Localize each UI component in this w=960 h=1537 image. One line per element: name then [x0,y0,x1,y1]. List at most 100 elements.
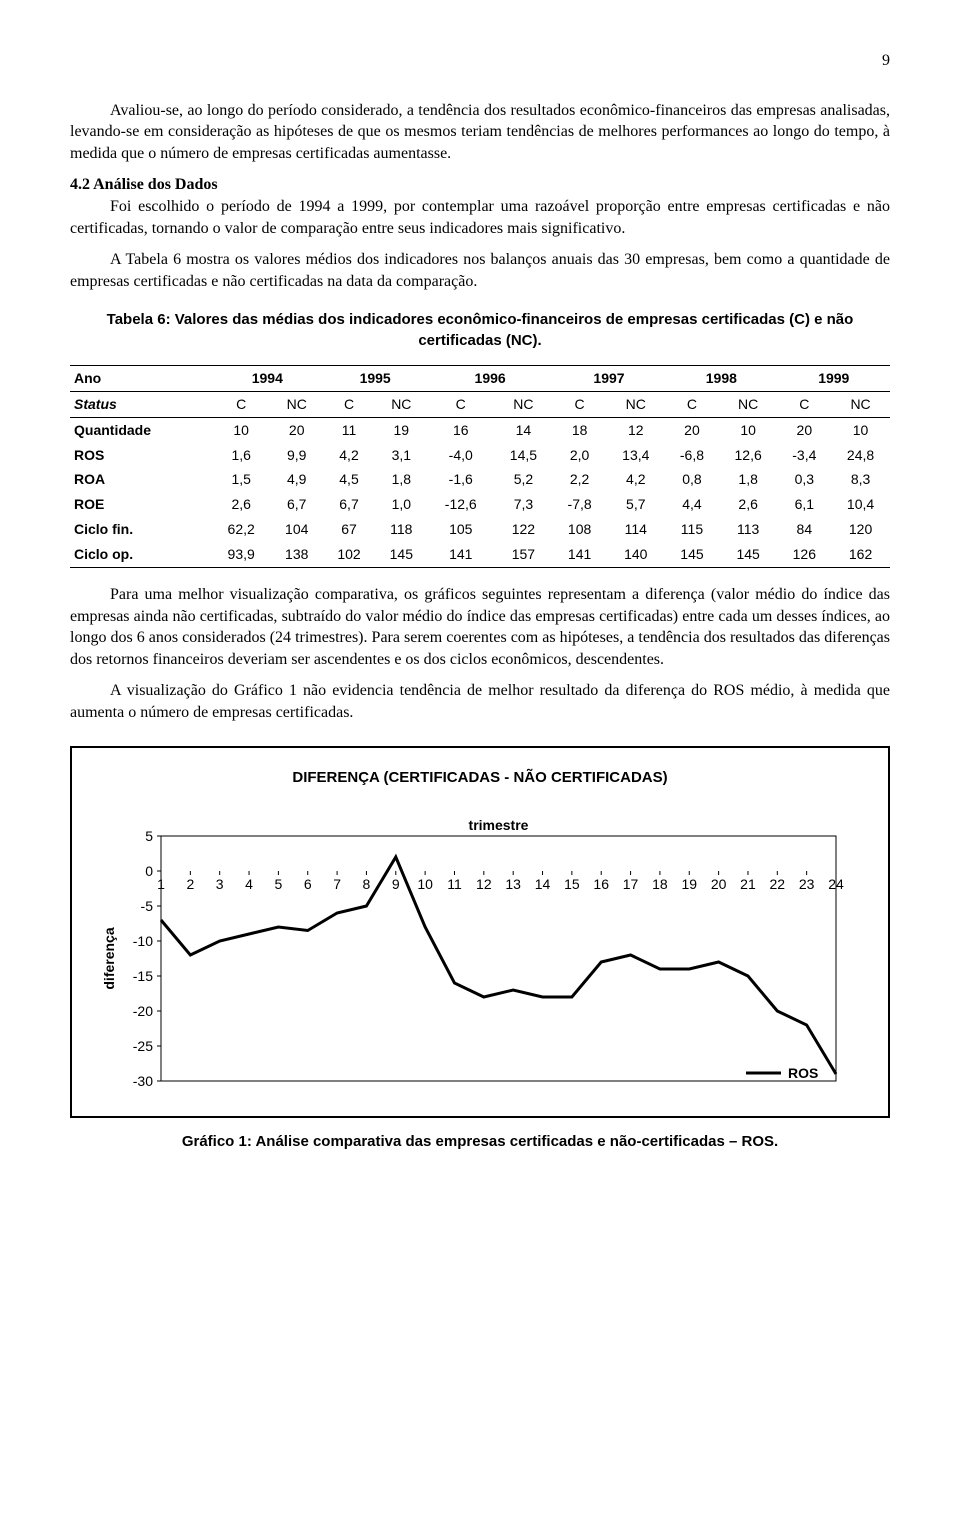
figure-caption: Gráfico 1: Análise comparativa das empre… [70,1132,890,1152]
table-cell: 2,2 [553,467,607,492]
table-row-status: Status C NC C NC C NC C NC C NC C NC [70,391,890,417]
table-caption: Tabela 6: Valores das médias dos indicad… [70,310,890,351]
table-cell: 20 [778,417,832,442]
svg-text:ROS: ROS [788,1065,818,1081]
status-col: C [323,391,375,417]
table-cell: 138 [271,542,323,567]
svg-text:16: 16 [593,876,609,892]
table-cell: 6,1 [778,492,832,517]
status-col: C [553,391,607,417]
chart-svg: 50-5-10-15-20-25-30123456789101112131415… [96,806,856,1106]
table-cell: 12,6 [719,443,778,468]
status-col: C [665,391,719,417]
table-cell: 11 [323,417,375,442]
table-cell: 20 [665,417,719,442]
svg-text:0: 0 [145,863,153,879]
year-1995: 1995 [323,365,428,391]
table-row: ROE2,66,76,71,0-12,67,3-7,85,74,42,66,11… [70,492,890,517]
status-col: C [212,391,271,417]
table-cell: 102 [323,542,375,567]
row-label: Ciclo fin. [70,517,212,542]
table-row: Ciclo op.93,9138102145141157141140145145… [70,542,890,567]
row-label: Quantidade [70,417,212,442]
page-number: 9 [70,50,890,72]
table-6: Ano 1994 1995 1996 1997 1998 1999 Status… [70,365,890,568]
table-cell: 5,2 [494,467,553,492]
status-col: NC [606,391,665,417]
table-cell: 4,9 [271,467,323,492]
svg-text:22: 22 [770,876,786,892]
table-cell: -12,6 [427,492,494,517]
table-cell: 2,0 [553,443,607,468]
year-1996: 1996 [427,365,552,391]
table-cell: 104 [271,517,323,542]
table-cell: -7,8 [553,492,607,517]
table-cell: -3,4 [778,443,832,468]
svg-text:diferença: diferença [101,927,117,989]
status-col: C [427,391,494,417]
year-1999: 1999 [778,365,890,391]
row-label: ROS [70,443,212,468]
table-cell: 84 [778,517,832,542]
row-label: Ciclo op. [70,542,212,567]
table-cell: 5,7 [606,492,665,517]
status-col: C [778,391,832,417]
chart-title: DIFERENÇA (CERTIFICADAS - NÃO CERTIFICAD… [96,768,864,788]
table-cell: 3,1 [375,443,427,468]
svg-text:14: 14 [535,876,551,892]
table-cell: 1,8 [719,467,778,492]
table-cell: 157 [494,542,553,567]
year-1998: 1998 [665,365,777,391]
status-label: Status [70,391,212,417]
svg-text:6: 6 [304,876,312,892]
table-cell: 122 [494,517,553,542]
table-cell: 7,3 [494,492,553,517]
table-cell: 62,2 [212,517,271,542]
svg-text:10: 10 [417,876,433,892]
table-cell: 8,3 [831,467,890,492]
svg-text:13: 13 [505,876,521,892]
row-label: ROE [70,492,212,517]
svg-text:9: 9 [392,876,400,892]
table-cell: 1,8 [375,467,427,492]
status-col: NC [719,391,778,417]
table-cell: 105 [427,517,494,542]
svg-text:-10: -10 [133,933,153,949]
table-cell: -1,6 [427,467,494,492]
table-cell: 108 [553,517,607,542]
table-cell: 10 [719,417,778,442]
table-cell: 18 [553,417,607,442]
svg-text:1: 1 [157,876,165,892]
table-cell: -6,8 [665,443,719,468]
table-row: Ciclo fin.62,210467118105122108114115113… [70,517,890,542]
section-heading: 4.2 Análise dos Dados [70,176,218,193]
year-1997: 1997 [553,365,665,391]
svg-text:18: 18 [652,876,668,892]
table-cell: 12 [606,417,665,442]
paragraph-4: Para uma melhor visualização comparativa… [70,584,890,670]
table-cell: 6,7 [323,492,375,517]
table-cell: 141 [427,542,494,567]
table-cell: 0,8 [665,467,719,492]
svg-text:19: 19 [681,876,697,892]
table-cell: 13,4 [606,443,665,468]
status-col: NC [831,391,890,417]
table-cell: -4,0 [427,443,494,468]
table-cell: 115 [665,517,719,542]
status-col: NC [494,391,553,417]
table-cell: 0,3 [778,467,832,492]
chart-1-container: DIFERENÇA (CERTIFICADAS - NÃO CERTIFICAD… [70,746,890,1118]
table-cell: 6,7 [271,492,323,517]
table-cell: 67 [323,517,375,542]
table-cell: 120 [831,517,890,542]
table-cell: 1,6 [212,443,271,468]
svg-text:7: 7 [333,876,341,892]
table-cell: 4,2 [323,443,375,468]
svg-text:-5: -5 [141,898,154,914]
table-cell: 20 [271,417,323,442]
svg-text:trimestre: trimestre [469,817,529,833]
svg-text:5: 5 [274,876,282,892]
table-cell: 4,2 [606,467,665,492]
table-cell: 14 [494,417,553,442]
table-cell: 1,5 [212,467,271,492]
